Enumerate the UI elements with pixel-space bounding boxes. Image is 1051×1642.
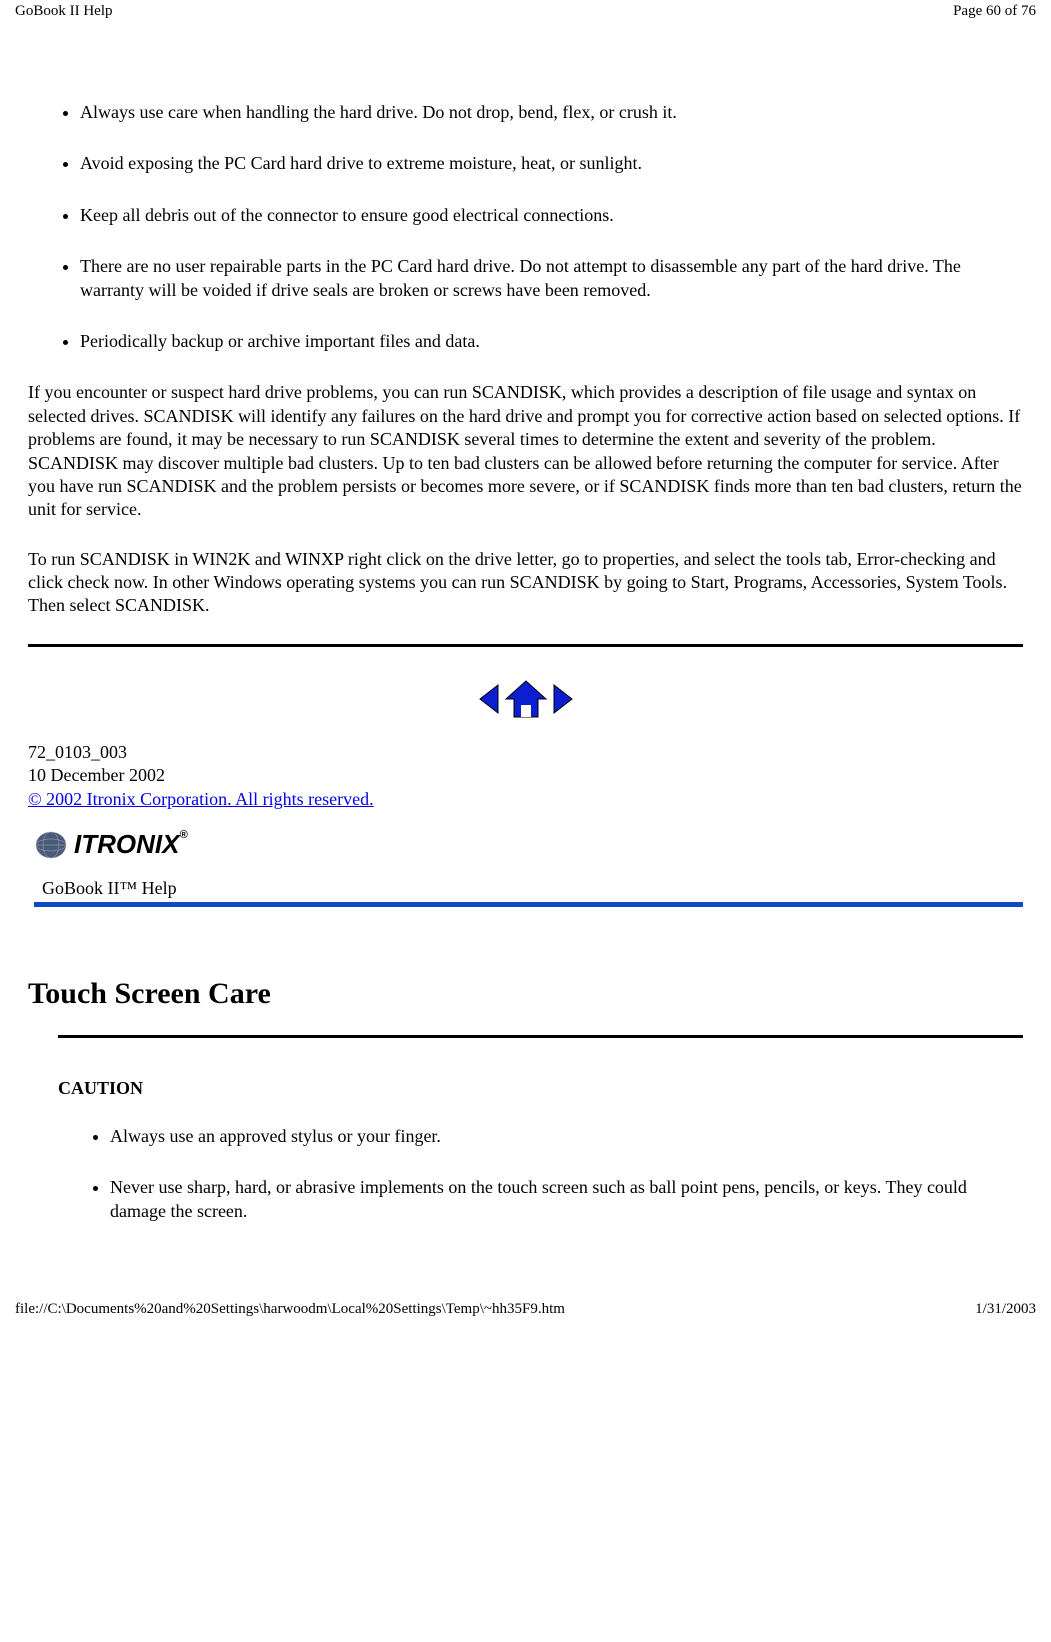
list-item: Never use sharp, hard, or abrasive imple… bbox=[110, 1176, 1023, 1223]
nav-prev-home-next-icon[interactable] bbox=[476, 677, 576, 721]
list-item: There are no user repairable parts in th… bbox=[80, 255, 1023, 302]
section-divider bbox=[28, 644, 1023, 647]
logo-text: ITRONIX® bbox=[74, 829, 188, 860]
list-item: Keep all debris out of the connector to … bbox=[80, 204, 1023, 227]
scandisk-paragraph-1: If you encounter or suspect hard drive p… bbox=[28, 381, 1023, 521]
section-title: Touch Screen Care bbox=[28, 977, 1023, 1011]
caution-heading: CAUTION bbox=[58, 1078, 1023, 1099]
header-right: Page 60 of 76 bbox=[953, 3, 1036, 20]
doc-date: 10 December 2002 bbox=[28, 764, 1023, 787]
copyright-link[interactable]: © 2002 Itronix Corporation. All rights r… bbox=[28, 789, 374, 809]
footer-path: file://C:\Documents%20and%20Settings\har… bbox=[15, 1301, 565, 1318]
title-rule bbox=[58, 1035, 1023, 1038]
footer-date: 1/31/2003 bbox=[975, 1301, 1036, 1318]
list-item: Periodically backup or archive important… bbox=[80, 330, 1023, 353]
list-item: Always use an approved stylus or your fi… bbox=[110, 1125, 1023, 1148]
itronix-logo: ITRONIX® bbox=[34, 829, 1023, 860]
header-left: GoBook II Help bbox=[15, 3, 113, 20]
caution-list: Always use an approved stylus or your fi… bbox=[110, 1125, 1023, 1223]
globe-icon bbox=[34, 830, 68, 860]
doc-id: 72_0103_003 bbox=[28, 741, 1023, 764]
scandisk-paragraph-2: To run SCANDISK in WIN2K and WINXP right… bbox=[28, 548, 1023, 618]
list-item: Avoid exposing the PC Card hard drive to… bbox=[80, 152, 1023, 175]
list-item: Always use care when handling the hard d… bbox=[80, 101, 1023, 124]
hard-drive-tips-list: Always use care when handling the hard d… bbox=[80, 101, 1023, 353]
blue-bar bbox=[34, 902, 1023, 907]
help-label: GoBook II™ Help bbox=[42, 878, 1023, 899]
nav-icons bbox=[28, 677, 1023, 721]
